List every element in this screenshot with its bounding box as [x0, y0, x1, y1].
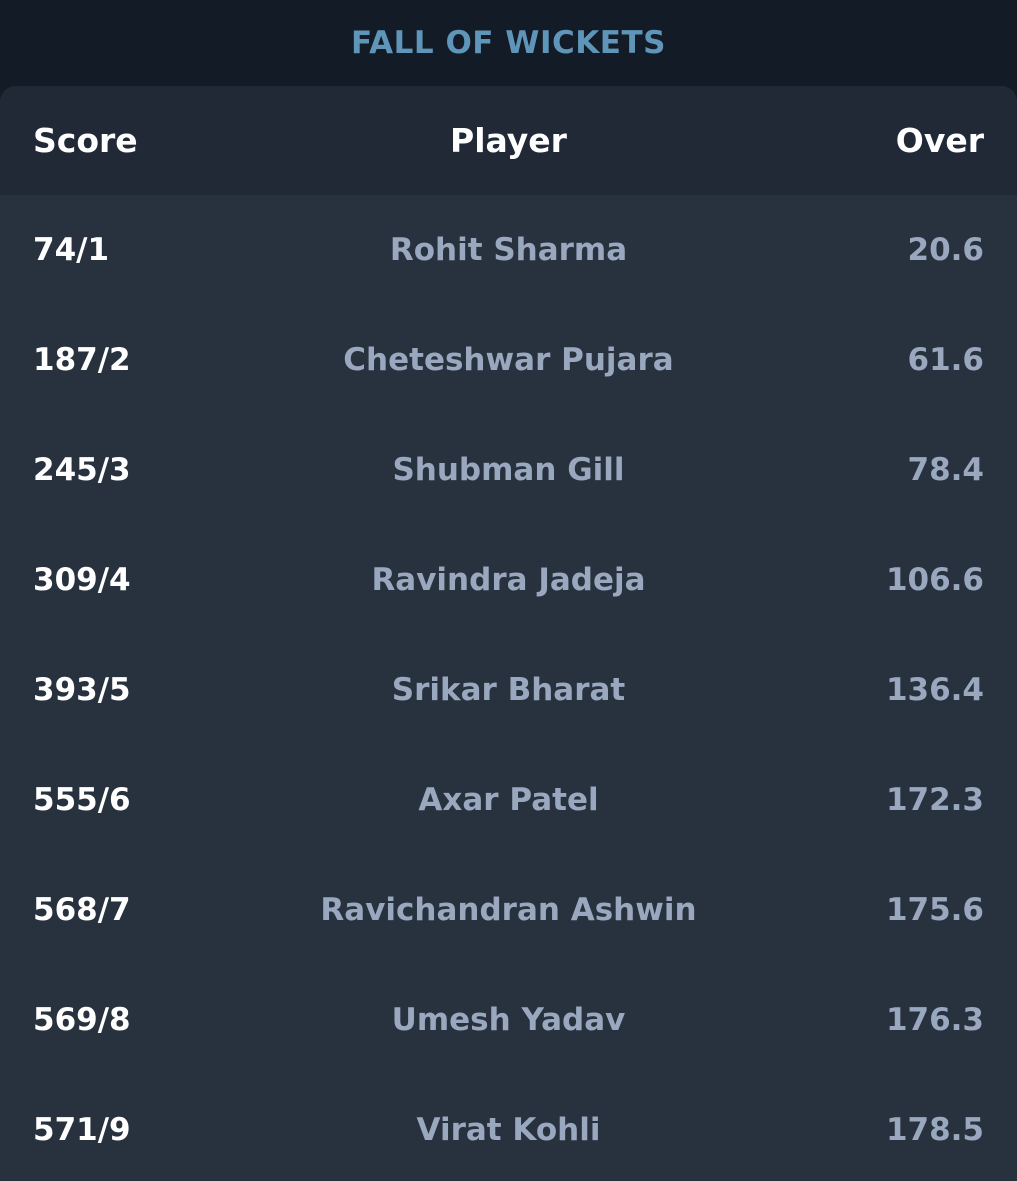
player-cell[interactable]: Ravindra Jadeja [371, 562, 646, 598]
column-header-score: Score [33, 121, 138, 160]
table-row: 568/7 Ravichandran Ashwin 175.6 [0, 855, 1017, 965]
player-cell[interactable]: Axar Patel [418, 782, 599, 818]
score-cell: 245/3 [33, 452, 131, 488]
fall-of-wickets-table: Score Player Over 74/1 Rohit Sharma 20.6… [0, 86, 1017, 1181]
player-cell[interactable]: Cheteshwar Pujara [343, 342, 674, 378]
over-cell: 106.6 [885, 562, 984, 598]
table-header: Score Player Over [0, 86, 1017, 195]
score-cell: 571/9 [33, 1112, 131, 1148]
table-row: 187/2 Cheteshwar Pujara 61.6 [0, 305, 1017, 415]
table-row: 569/8 Umesh Yadav 176.3 [0, 965, 1017, 1075]
player-cell[interactable]: Umesh Yadav [391, 1002, 626, 1038]
table-row: 309/4 Ravindra Jadeja 106.6 [0, 525, 1017, 635]
player-cell[interactable]: Srikar Bharat [391, 672, 626, 708]
score-cell: 187/2 [33, 342, 131, 378]
player-cell[interactable]: Rohit Sharma [389, 232, 628, 268]
table-row: 393/5 Srikar Bharat 136.4 [0, 635, 1017, 745]
score-cell: 393/5 [33, 672, 131, 708]
over-cell: 61.6 [907, 342, 985, 378]
player-cell[interactable]: Shubman Gill [392, 452, 625, 488]
score-cell: 568/7 [33, 892, 131, 928]
score-cell: 555/6 [33, 782, 131, 818]
table-row: 571/9 Virat Kohli 178.5 [0, 1075, 1017, 1181]
over-cell: 175.6 [885, 892, 984, 928]
over-cell: 20.6 [907, 232, 985, 268]
score-cell: 74/1 [33, 232, 110, 268]
over-cell: 178.5 [885, 1112, 984, 1148]
table-row: 245/3 Shubman Gill 78.4 [0, 415, 1017, 525]
column-header-over: Over [895, 121, 984, 160]
over-cell: 176.3 [885, 1002, 984, 1038]
over-cell: 136.4 [885, 672, 984, 708]
column-header-player: Player [450, 121, 567, 160]
over-cell: 78.4 [907, 452, 985, 488]
score-cell: 309/4 [33, 562, 131, 598]
player-cell[interactable]: Virat Kohli [416, 1112, 601, 1148]
section-title: FALL OF WICKETS [351, 25, 666, 61]
over-cell: 172.3 [885, 782, 984, 818]
table-row: 555/6 Axar Patel 172.3 [0, 745, 1017, 855]
table-row: 74/1 Rohit Sharma 20.6 [0, 195, 1017, 305]
score-cell: 569/8 [33, 1002, 131, 1038]
player-cell[interactable]: Ravichandran Ashwin [320, 892, 697, 928]
